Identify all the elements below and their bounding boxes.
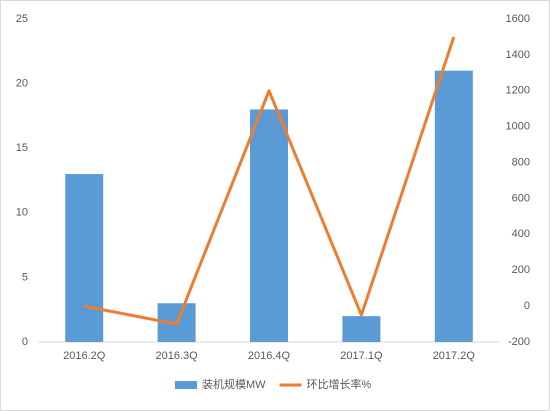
y-tick-label: 15 (16, 142, 28, 154)
bar (250, 109, 288, 342)
legend-label: 装机规模MW (202, 377, 266, 391)
legend-label: 环比增长率% (307, 377, 372, 391)
y-tick-label: 0 (22, 336, 28, 348)
line (83, 36, 456, 326)
y2-tick-label: -200 (508, 336, 530, 348)
x-tick-label: 2016.2Q (63, 350, 106, 362)
x-tick-label: 2017.1Q (340, 350, 383, 362)
y2-tick-label: 1000 (506, 121, 530, 133)
y2-tick-label: 1200 (506, 85, 530, 97)
bar (342, 316, 381, 342)
y2-tick-label: 200 (512, 264, 530, 276)
y2-tick-label: 0 (524, 300, 530, 312)
y2-tick-label: 600 (512, 192, 530, 204)
legend-swatch (175, 381, 197, 389)
y2-tick-label: 1400 (506, 49, 530, 61)
y2-tick-label: 400 (512, 228, 530, 240)
y2-tick-label: 800 (512, 156, 530, 168)
x-tick-label: 2016.3Q (155, 350, 198, 362)
y-tick-label: 25 (16, 13, 28, 25)
y-tick-label: 5 (22, 271, 28, 283)
bar (65, 174, 104, 342)
y-tick-label: 10 (16, 207, 28, 219)
y-tick-label: 20 (16, 78, 28, 90)
x-tick-label: 2017.2Q (433, 350, 476, 362)
y2-tick-label: 1600 (506, 13, 530, 25)
bar (434, 70, 473, 343)
x-tick-label: 2016.4Q (248, 350, 291, 362)
